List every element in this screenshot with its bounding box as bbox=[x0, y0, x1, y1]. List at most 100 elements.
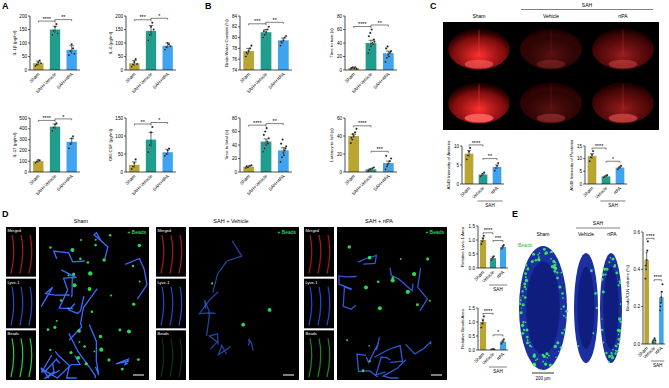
y-tick bbox=[238, 118, 240, 119]
significance-bracket: ** bbox=[371, 20, 388, 27]
point bbox=[133, 61, 135, 63]
y-tick bbox=[476, 350, 478, 351]
tile-vessel bbox=[29, 287, 32, 326]
y-tick-label: 400 bbox=[19, 126, 27, 131]
marks bbox=[348, 128, 393, 172]
bead bbox=[525, 322, 526, 323]
significance-bracket: *** bbox=[249, 18, 266, 25]
error-line bbox=[283, 38, 284, 42]
bead bbox=[121, 368, 124, 371]
bead bbox=[537, 258, 540, 261]
point bbox=[266, 28, 268, 30]
vessel bbox=[125, 259, 147, 300]
bead bbox=[551, 266, 552, 267]
y-tick-label: 20 bbox=[337, 54, 343, 59]
bead bbox=[76, 356, 80, 360]
point bbox=[150, 131, 152, 133]
significance-label: **** bbox=[358, 120, 367, 126]
bead bbox=[520, 299, 522, 301]
y-tick-label: 0 bbox=[24, 170, 27, 175]
point bbox=[132, 166, 134, 168]
bead bbox=[610, 257, 612, 259]
tile-vessel bbox=[20, 235, 23, 274]
error-line bbox=[55, 26, 56, 32]
point bbox=[350, 137, 352, 139]
bar bbox=[616, 168, 625, 184]
marks bbox=[480, 315, 506, 350]
ventral-signal bbox=[609, 114, 638, 123]
y-tick-label: 20 bbox=[232, 156, 238, 161]
point bbox=[279, 161, 281, 163]
y-tick-label: 0 bbox=[579, 182, 582, 187]
ventral-signal bbox=[609, 60, 638, 69]
chart: 051015A549 Intensity of PosteriorShamVeh… bbox=[569, 139, 627, 208]
tile-vessel bbox=[327, 338, 330, 377]
image-bg bbox=[189, 227, 299, 380]
significance-label: *** bbox=[376, 146, 383, 152]
bead bbox=[617, 343, 619, 345]
point bbox=[72, 47, 74, 49]
y-axis-label: IL-17 (pg/ml) bbox=[12, 132, 17, 157]
y-tick-label: 50 bbox=[118, 54, 124, 59]
point bbox=[246, 166, 248, 168]
marks bbox=[588, 150, 625, 184]
x-tick-label: SAH+rtPA bbox=[267, 173, 286, 192]
point bbox=[280, 143, 282, 145]
significance-bracket: **** bbox=[38, 115, 55, 122]
x-axis bbox=[126, 172, 176, 173]
tile-vessel bbox=[179, 287, 182, 326]
bead bbox=[72, 273, 75, 276]
y-tick-label: 60 bbox=[232, 129, 238, 134]
point bbox=[264, 130, 266, 132]
bar bbox=[261, 142, 272, 172]
significance-label: **** bbox=[253, 120, 262, 126]
significance-label: * bbox=[62, 114, 65, 120]
bead bbox=[107, 358, 110, 361]
marks bbox=[243, 26, 288, 70]
point bbox=[354, 131, 356, 133]
tile-vessel bbox=[318, 235, 321, 274]
brain-section bbox=[520, 28, 582, 69]
point bbox=[57, 32, 59, 34]
bead bbox=[400, 258, 402, 260]
point bbox=[51, 34, 53, 36]
point bbox=[480, 243, 482, 245]
bead bbox=[605, 273, 607, 275]
y-tick bbox=[476, 268, 478, 269]
bead bbox=[522, 295, 524, 297]
chart: 747678808284Brain Water Content (%)ShamS… bbox=[224, 14, 292, 95]
significance-label: ** bbox=[61, 14, 66, 20]
panel-label: A bbox=[2, 1, 9, 11]
significance-bracket: *** bbox=[371, 146, 388, 153]
bead bbox=[525, 264, 527, 266]
bead bbox=[554, 267, 557, 270]
x-tick-label: Sham bbox=[239, 174, 251, 186]
lymph-node-core bbox=[603, 267, 618, 350]
x-axis bbox=[345, 172, 397, 173]
significance-label: **** bbox=[358, 21, 367, 27]
bead bbox=[550, 258, 552, 260]
bead bbox=[523, 283, 526, 286]
significance-bracket: *** bbox=[493, 235, 503, 242]
x-axis bbox=[240, 172, 292, 173]
point bbox=[54, 26, 56, 28]
x-tick-label: Sham bbox=[239, 72, 251, 84]
bead bbox=[80, 239, 82, 241]
group-line bbox=[600, 201, 625, 202]
significance-bracket: **** bbox=[483, 227, 493, 234]
point bbox=[250, 45, 252, 47]
bead bbox=[533, 363, 536, 366]
tile-vessel bbox=[20, 287, 23, 326]
significance-bracket: **** bbox=[38, 16, 55, 23]
image-bg bbox=[337, 227, 447, 380]
bead bbox=[615, 345, 617, 347]
point bbox=[265, 31, 267, 33]
scale-bar bbox=[431, 375, 442, 376]
y-tick-label: 100 bbox=[115, 134, 123, 139]
bead bbox=[577, 345, 579, 347]
point bbox=[247, 166, 249, 168]
bead bbox=[563, 315, 565, 317]
significance-bracket: ** bbox=[483, 153, 497, 160]
y-tick bbox=[238, 158, 240, 159]
y-tick-label: 150 bbox=[115, 27, 123, 32]
